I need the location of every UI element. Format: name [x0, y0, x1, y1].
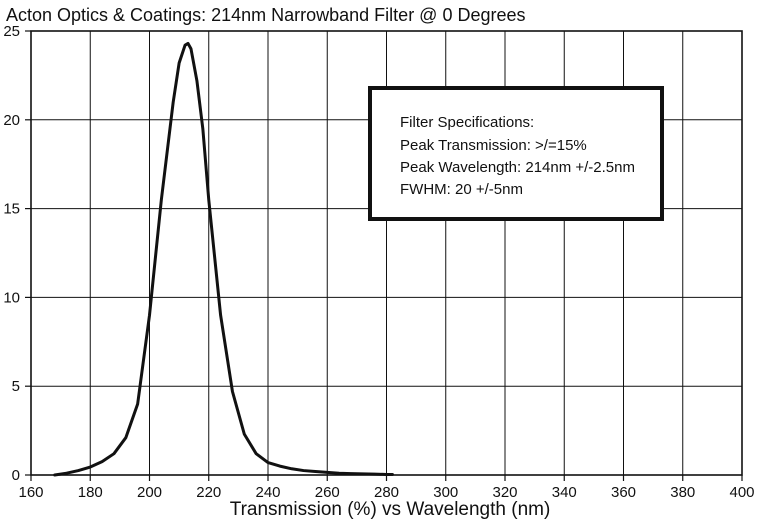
annotation-line-title: Filter Specifications:: [400, 114, 534, 131]
x-axis-label: Transmission (%) vs Wavelength (nm): [230, 499, 551, 520]
annotation-frame: [368, 86, 664, 221]
x-tick-label: 380: [670, 484, 695, 501]
x-tick-label: 360: [611, 484, 636, 501]
axis-group: 160 180 200 220 240 260 280 300 320 340 360 380 400 0…: [3, 23, 754, 501]
x-tick-label: 340: [552, 484, 577, 501]
annotation-line-fwhm: FWHM: 20 +/-5nm: [400, 181, 523, 198]
annotation-line-peak-wavelength: Peak Wavelength: 214nm +/-2.5nm: [400, 159, 635, 176]
x-tick-label: 200: [137, 484, 162, 501]
x-tick-label: 220: [196, 484, 221, 501]
chart-title: Acton Optics & Coatings: 214nm Narrowban…: [6, 5, 526, 25]
y-tick-label: 10: [3, 289, 20, 306]
annotation-box: Filter Specifications: Peak Transmission…: [368, 86, 664, 221]
y-tick-label: 20: [3, 112, 20, 129]
x-tick-label: 180: [78, 484, 103, 501]
y-tick-label: 0: [12, 467, 20, 484]
x-tick-label: 240: [255, 484, 280, 501]
series-group: [53, 41, 394, 477]
y-tick-label: 25: [3, 23, 20, 40]
y-tick-label: 15: [3, 201, 20, 218]
x-tick-label: 300: [433, 484, 458, 501]
y-tick-label: 5: [12, 378, 20, 395]
x-tick-label: 320: [492, 484, 517, 501]
annotation-line-peak-transmission: Peak Transmission: >/=15%: [400, 137, 587, 154]
x-tick-label: 260: [315, 484, 340, 501]
x-tick-label: 280: [374, 484, 399, 501]
transmission-curve: [53, 41, 394, 477]
x-tick-label: 160: [18, 484, 43, 501]
x-tick-label: 400: [729, 484, 754, 501]
